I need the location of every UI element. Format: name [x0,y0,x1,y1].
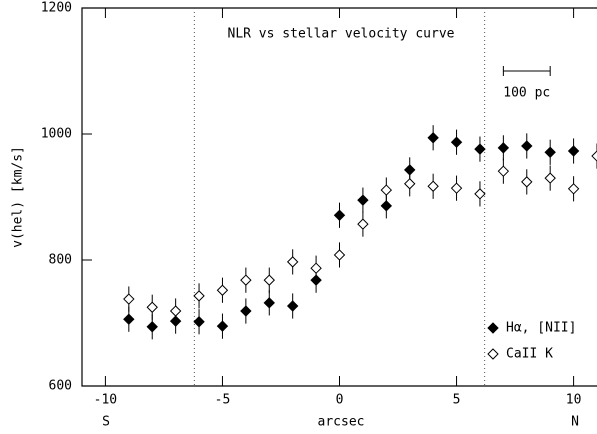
data-point [357,218,369,230]
data-point [286,256,299,268]
scale-bar-label: 100 pc [503,86,550,101]
x-tick-label: 10 [566,393,582,408]
y-tick-label: 1000 [41,127,72,142]
data-point [123,313,135,325]
data-point [450,182,463,194]
data-point [333,209,346,221]
legend-label: CaII K [506,347,553,362]
x-tick-label: -10 [94,393,117,408]
data-point [521,140,533,152]
data-point [240,305,252,317]
data-point [333,249,346,261]
data-point [193,316,205,328]
data-point [357,194,369,206]
data-point [497,165,510,177]
y-tick-label: 1200 [41,1,72,16]
north-label: N [571,415,579,430]
y-tick-label: 600 [49,379,72,394]
data-point [310,262,322,274]
x-tick-label: 0 [336,393,344,408]
data-point [450,136,463,148]
legend-label: Hα, [NII] [506,321,576,336]
y-tick-label: 800 [49,253,72,268]
x-tick-label: 5 [453,393,461,408]
data-point [567,145,580,157]
data-point [240,274,252,286]
data-point [404,178,416,190]
data-point [474,188,486,200]
data-point [193,290,205,302]
data-point [286,300,299,312]
x-tick-label: -5 [215,393,231,408]
data-point [146,301,158,313]
data-point [123,293,135,305]
data-point [169,305,182,317]
data-point [591,150,597,162]
data-point [146,321,158,333]
data-point [427,180,439,192]
data-point [380,200,393,212]
data-point [263,297,275,309]
data-point [474,143,486,155]
data-point [427,132,439,144]
data-point [497,142,510,154]
data-point [521,176,533,188]
data-point [216,320,229,332]
south-label: S [102,415,110,430]
x-axis-label: arcsec [318,415,365,430]
data-point [544,172,556,184]
data-point [544,146,556,158]
data-point [567,183,580,195]
data-point [380,184,393,196]
y-axis-label: v(hel) [km/s] [11,146,26,248]
data-point [216,284,229,296]
legend-marker [487,322,499,334]
legend-marker [487,348,499,360]
data-point [263,274,275,286]
chart-title: NLR vs stellar velocity curve [228,27,455,42]
